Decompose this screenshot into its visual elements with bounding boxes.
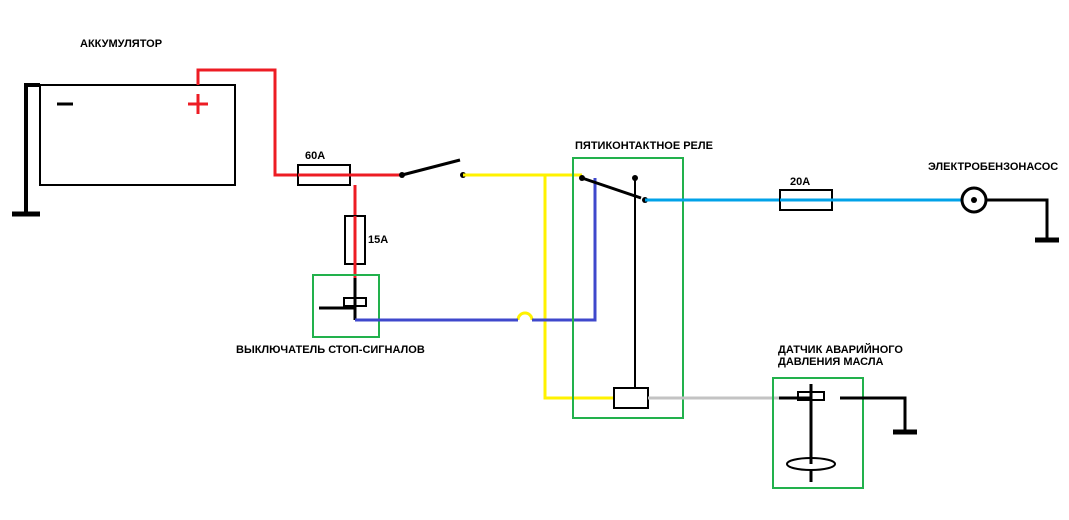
oil-sensor-box <box>773 378 863 488</box>
label-pump: ЭЛЕКТРОБЕНЗОНАСОС <box>928 161 1058 173</box>
switch-arm <box>402 160 460 175</box>
wire-blue <box>355 178 595 320</box>
label-fuse20: 20А <box>790 176 810 188</box>
wire-grey <box>648 384 811 398</box>
relay-coil <box>614 388 648 408</box>
label-relay: ПЯТИКОНТАКТНОЕ РЕЛЕ <box>575 140 713 152</box>
battery-box <box>40 85 235 185</box>
relay-switch-arm <box>582 178 641 198</box>
relay-box <box>573 158 683 418</box>
label-fuse60: 60А <box>305 150 325 162</box>
label-oil-sensor: ДАТЧИК АВАРИЙНОГО ДАВЛЕНИЯ МАСЛА <box>778 344 903 368</box>
wire-yellow <box>463 175 614 398</box>
label-brake-switch: ВЫКЛЮЧАТЕЛЬ СТОП-СИГНАЛОВ <box>236 344 425 356</box>
battery-ground-wire <box>26 85 40 214</box>
label-battery: АККУМУЛЯТОР <box>80 38 162 50</box>
wiring-diagram <box>0 0 1069 520</box>
label-fuse15: 15А <box>368 234 388 246</box>
